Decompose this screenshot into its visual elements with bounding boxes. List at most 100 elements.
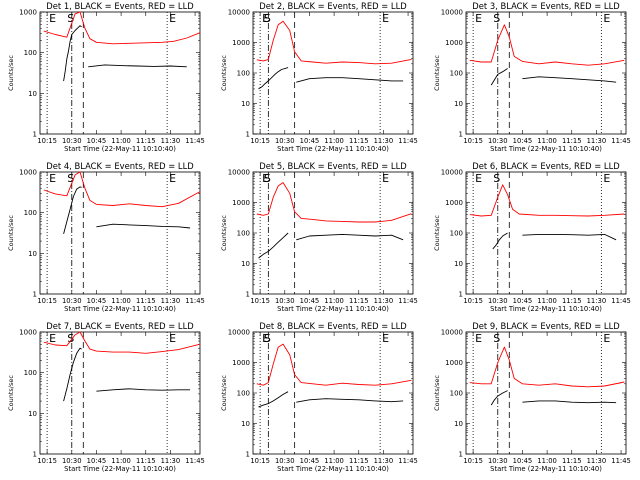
events-line [258,232,289,259]
marker-label-S: S [493,332,500,345]
marker-label-S: S [493,172,500,185]
x-tick-label: 11:00 [324,137,344,145]
x-tick-label: 10:45 [513,137,533,145]
panel-title: Det 2, BLACK = Events, RED = LLD [259,1,406,11]
x-tick-label: 10:15 [463,297,483,305]
x-tick-label: 11:45 [185,457,205,465]
panel-title: Det 4, BLACK = Events, RED = LLD [46,161,193,171]
x-tick-label: 11:30 [374,297,394,305]
plot-frame [465,171,627,295]
x-tick-label: 10:45 [513,297,533,305]
y-axis-label: Counts/sec [433,55,441,91]
y-tick-label: 1 [246,451,250,459]
y-axis-label: Counts/sec [433,215,441,251]
x-axis-label: Start Time (22-May-11 10:10:40) [490,465,602,473]
x-axis-label: Start Time (22-May-11 10:10:40) [490,145,602,153]
x-tick-label: 11:30 [587,457,607,465]
y-tick-label: 1000 [445,39,463,47]
x-axis-label: Start Time (22-May-11 10:10:40) [64,305,176,313]
x-tick-label: 11:15 [349,297,369,305]
x-tick-label: 11:00 [111,137,131,145]
y-tick-label: 1 [33,131,37,139]
detector-panel-1: Det 1, BLACK = Events, RED = LLD Counts/s… [7,1,205,153]
y-axis-label: Counts/sec [433,375,441,411]
panel-title: Det 9, BLACK = Events, RED = LLD [472,321,619,331]
plot-frame [39,11,201,135]
y-tick-label: 1 [246,291,250,299]
x-axis-label: Start Time (22-May-11 10:10:40) [64,145,176,153]
x-tick-label: 11:00 [324,457,344,465]
x-tick-label: 11:30 [161,137,181,145]
y-tick-label: 1000 [232,359,250,367]
x-tick-label: 10:15 [463,137,483,145]
plot-frame [39,331,201,455]
x-tick-label: 10:30 [62,137,82,145]
events-line [522,400,617,404]
marker-label-E: E [475,172,482,185]
x-tick-label: 11:15 [562,297,582,305]
y-tick-label: 1 [459,131,463,139]
plot-frame [465,331,627,455]
events-line [96,388,191,392]
y-axis-label: Counts/sec [220,375,228,411]
lld-line [256,343,412,386]
x-axis-label: Start Time (22-May-11 10:10:40) [277,305,389,313]
events-line [63,186,82,235]
y-tick-label: 10 [241,100,250,108]
marker-label-E: E [382,172,389,185]
x-tick-label: 10:15 [250,297,270,305]
marker-label-E: E [262,12,269,25]
x-tick-label: 11:15 [349,137,369,145]
y-tick-label: 1000 [19,329,37,337]
x-tick-label: 11:15 [136,297,156,305]
y-tick-label: 10 [454,100,463,108]
panel-title: Det 7, BLACK = Events, RED = LLD [46,321,193,331]
marker-label-E: E [603,332,610,345]
marker-label-E: E [475,12,482,25]
x-tick-label: 11:00 [537,137,557,145]
x-axis-label: Start Time (22-May-11 10:10:40) [277,145,389,153]
x-tick-label: 11:00 [537,457,557,465]
x-tick-label: 11:00 [537,297,557,305]
events-line [490,390,508,406]
x-tick-label: 10:30 [275,297,295,305]
y-tick-label: 10 [28,410,37,418]
events-line [296,398,404,403]
detector-panel-4: Det 4, BLACK = Events, RED = LLD Counts/s… [7,161,205,313]
y-tick-label: 1000 [445,199,463,207]
detector-panel-3: Det 3, BLACK = Events, RED = LLD Counts/s… [433,1,631,153]
x-tick-label: 10:15 [37,137,57,145]
panel-title: Det 6, BLACK = Events, RED = LLD [472,161,619,171]
marker-label-E: E [169,172,176,185]
lld-line [43,171,201,208]
marker-label-S: S [67,332,74,345]
panel-title: Det 1, BLACK = Events, RED = LLD [46,1,193,11]
events-line [63,25,82,82]
marker-label-S: S [493,12,500,25]
x-tick-label: 11:00 [111,457,131,465]
plot-frame [252,171,414,295]
y-tick-label: 100 [450,70,463,78]
y-tick-label: 10000 [441,329,463,337]
x-tick-label: 10:45 [87,137,107,145]
x-tick-label: 11:45 [398,297,418,305]
detector-panel-7: Det 7, BLACK = Events, RED = LLD Counts/s… [7,321,205,473]
x-tick-label: 11:30 [374,137,394,145]
y-tick-label: 10000 [228,9,250,17]
x-tick-label: 10:45 [87,457,107,465]
events-line [258,67,289,90]
panel-title: Det 5, BLACK = Events, RED = LLD [259,161,406,171]
x-tick-label: 10:15 [463,457,483,465]
y-tick-label: 10 [241,420,250,428]
x-tick-label: 11:15 [562,137,582,145]
lld-line [469,184,625,217]
marker-label-E: E [262,332,269,345]
marker-label-S: S [67,12,74,25]
events-line [63,347,82,402]
lld-line [256,20,412,65]
x-tick-label: 10:45 [300,137,320,145]
x-tick-label: 10:30 [62,297,82,305]
y-tick-label: 10 [28,90,37,98]
panel-title: Det 3, BLACK = Events, RED = LLD [472,1,619,11]
